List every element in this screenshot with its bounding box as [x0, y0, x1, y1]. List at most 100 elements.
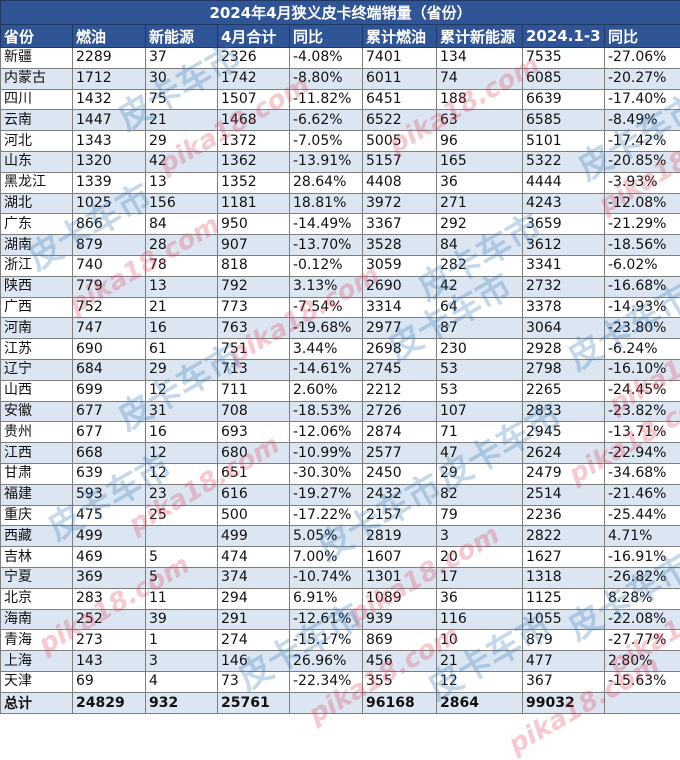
cum-yoy-cell: 4.71% — [605, 526, 680, 547]
header-jan-mar: 2024.1-3 — [523, 25, 605, 48]
yoy-cell: -13.91% — [290, 151, 363, 172]
april-total-cell: 792 — [218, 276, 290, 297]
cum-fuel-cell: 2690 — [363, 276, 437, 297]
yoy-cell: 26.96% — [290, 651, 363, 672]
cum-fuel-cell: 3059 — [363, 255, 437, 276]
cum-nev-cell: 12 — [437, 671, 523, 692]
cum-yoy-cell: -17.40% — [605, 89, 680, 110]
april-total-cell: 1742 — [218, 68, 290, 89]
province-cell: 天津 — [1, 671, 73, 692]
cum-nev-cell: 188 — [437, 89, 523, 110]
province-cell: 内蒙古 — [1, 68, 73, 89]
april-total-cell: 711 — [218, 380, 290, 401]
yoy-cell: -17.22% — [290, 505, 363, 526]
yoy-cell: -4.08% — [290, 48, 363, 69]
header-cum-nev: 累计新能源 — [437, 25, 523, 48]
cum-yoy-cell: -34.68% — [605, 463, 680, 484]
jan-mar-cell: 1125 — [523, 588, 605, 609]
jan-mar-cell: 2265 — [523, 380, 605, 401]
province-cell: 河南 — [1, 318, 73, 339]
province-cell: 贵州 — [1, 422, 73, 443]
cum-nev-cell: 79 — [437, 505, 523, 526]
province-cell: 山东 — [1, 151, 73, 172]
province-cell: 河北 — [1, 131, 73, 152]
cum-yoy-cell: -22.94% — [605, 443, 680, 464]
total-nev-cell: 932 — [146, 692, 218, 713]
fuel-cell: 677 — [73, 422, 146, 443]
cum-nev-cell: 36 — [437, 172, 523, 193]
province-cell: 湖南 — [1, 235, 73, 256]
cum-fuel-cell: 1089 — [363, 588, 437, 609]
yoy-cell: -22.34% — [290, 671, 363, 692]
nev-cell: 30 — [146, 68, 218, 89]
fuel-cell: 1025 — [73, 193, 146, 214]
cum-fuel-cell: 2450 — [363, 463, 437, 484]
header-april-total: 4月合计 — [218, 25, 290, 48]
jan-mar-cell: 3064 — [523, 318, 605, 339]
jan-mar-cell: 6639 — [523, 89, 605, 110]
jan-mar-cell: 2945 — [523, 422, 605, 443]
province-cell: 福建 — [1, 484, 73, 505]
province-cell: 四川 — [1, 89, 73, 110]
april-total-cell: 616 — [218, 484, 290, 505]
cum-fuel-cell: 7401 — [363, 48, 437, 69]
april-total-cell: 1181 — [218, 193, 290, 214]
cum-fuel-cell: 4408 — [363, 172, 437, 193]
header-nev: 新能源 — [146, 25, 218, 48]
nev-cell: 5 — [146, 547, 218, 568]
yoy-cell: -13.70% — [290, 235, 363, 256]
april-total-cell: 818 — [218, 255, 290, 276]
cum-yoy-cell: -20.85% — [605, 151, 680, 172]
province-cell: 湖北 — [1, 193, 73, 214]
yoy-cell: 5.05% — [290, 526, 363, 547]
yoy-cell: -7.05% — [290, 131, 363, 152]
fuel-cell: 69 — [73, 671, 146, 692]
cum-nev-cell: 21 — [437, 651, 523, 672]
cum-fuel-cell: 2157 — [363, 505, 437, 526]
jan-mar-cell: 1627 — [523, 547, 605, 568]
yoy-cell: 6.91% — [290, 588, 363, 609]
jan-mar-cell: 7535 — [523, 48, 605, 69]
fuel-cell: 1447 — [73, 110, 146, 131]
cum-fuel-cell: 2577 — [363, 443, 437, 464]
april-total-cell: 291 — [218, 609, 290, 630]
province-cell: 山西 — [1, 380, 73, 401]
cum-nev-cell: 3 — [437, 526, 523, 547]
yoy-cell: 2.60% — [290, 380, 363, 401]
cum-nev-cell: 134 — [437, 48, 523, 69]
yoy-cell: 3.44% — [290, 339, 363, 360]
jan-mar-cell: 6585 — [523, 110, 605, 131]
nev-cell: 39 — [146, 609, 218, 630]
april-total-cell: 274 — [218, 630, 290, 651]
cum-fuel-cell: 2432 — [363, 484, 437, 505]
cum-fuel-cell: 456 — [363, 651, 437, 672]
cum-fuel-cell: 2819 — [363, 526, 437, 547]
province-cell: 江苏 — [1, 339, 73, 360]
jan-mar-cell: 2236 — [523, 505, 605, 526]
april-total-cell: 680 — [218, 443, 290, 464]
april-total-cell: 374 — [218, 567, 290, 588]
jan-mar-cell: 2928 — [523, 339, 605, 360]
april-total-cell: 950 — [218, 214, 290, 235]
nev-cell: 23 — [146, 484, 218, 505]
april-total-cell: 1362 — [218, 151, 290, 172]
april-total-cell: 713 — [218, 359, 290, 380]
cum-yoy-cell: -8.49% — [605, 110, 680, 131]
nev-cell: 28 — [146, 235, 218, 256]
fuel-cell: 690 — [73, 339, 146, 360]
province-cell: 新疆 — [1, 48, 73, 69]
jan-mar-cell: 477 — [523, 651, 605, 672]
jan-mar-cell: 2833 — [523, 401, 605, 422]
province-cell: 宁夏 — [1, 567, 73, 588]
total-cum-fuel-cell: 96168 — [363, 692, 437, 713]
fuel-cell: 752 — [73, 297, 146, 318]
